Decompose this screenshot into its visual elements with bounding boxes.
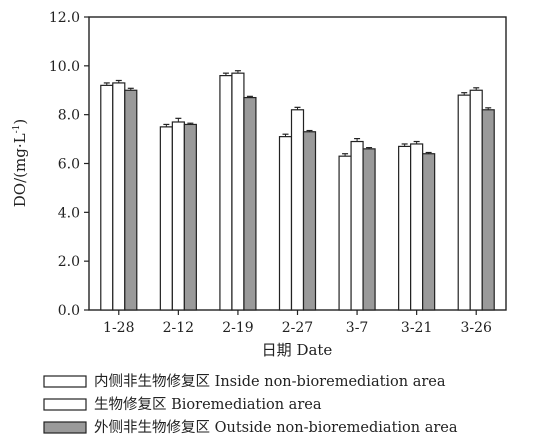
bar-series-1 [338, 155, 352, 311]
y-tick-label: 6.0 [58, 157, 80, 173]
bar-series-3 [362, 148, 376, 311]
bar-series-2 [410, 143, 424, 311]
bar-series-2 [231, 72, 245, 311]
bar-series-1 [398, 145, 412, 311]
x-tick-label: 3-21 [401, 320, 432, 336]
legend-label-1: 内侧非生物修复区 Inside non-bioremediation area [94, 372, 446, 390]
bar-series-3 [481, 109, 495, 311]
y-axis-ticks: 0.0 2.0 4.0 6.0 8.0 10.0 12.0 [49, 10, 89, 319]
x-tick-label: 1-28 [103, 320, 134, 336]
y-axis-label: DO/(mg·L-1) [11, 119, 29, 207]
bar-series-3 [183, 123, 197, 311]
bar-series-2 [112, 82, 126, 311]
x-tick-label: 2-27 [282, 320, 313, 336]
y-tick-label: 12.0 [49, 10, 80, 26]
x-tick-label: 3-26 [460, 320, 492, 336]
bar-series-3 [302, 131, 317, 311]
legend-label-2: 生物修复区 Bioremediation area [94, 395, 322, 413]
bar-series-3 [124, 89, 138, 311]
y-tick-label: 8.0 [58, 108, 80, 124]
x-tick-label: 3-7 [346, 320, 369, 336]
bar-series-1 [219, 74, 233, 311]
plot-area: 0.0 2.0 4.0 6.0 8.0 10.0 12.0 1-28 2-12 2-19 2-27… [49, 10, 507, 336]
bar-series-group [100, 70, 495, 311]
legend: 内侧非生物修复区 Inside non-bioremediation area 生… [43, 372, 458, 436]
bar-series-2 [290, 109, 305, 311]
legend-label-3: 外侧非生物修复区 Outside non-bioremediation area [94, 418, 458, 436]
x-tick-label: 2-12 [163, 320, 194, 336]
x-axis-label: 日期 Date [262, 341, 333, 359]
y-tick-label: 10.0 [49, 59, 80, 75]
bar-series-1 [457, 94, 471, 311]
bar-series-3 [243, 96, 257, 311]
bar-series-1 [159, 126, 173, 311]
y-tick-label: 2.0 [58, 254, 80, 270]
legend-swatch-2 [43, 398, 87, 411]
bar-series-2 [171, 121, 185, 311]
legend-swatch-3 [43, 421, 87, 434]
x-tick-label: 2-19 [222, 320, 253, 336]
x-axis-ticks: 1-28 2-12 2-19 2-27 3-7 3-21 3-26 [103, 310, 492, 336]
bar-series-3 [422, 153, 436, 311]
bar-series-1 [100, 84, 114, 311]
y-tick-label: 0.0 [58, 303, 80, 319]
y-tick-label: 4.0 [58, 205, 80, 221]
legend-swatch-1 [43, 375, 87, 388]
bar-series-1 [278, 136, 293, 311]
bar-series-2 [469, 89, 483, 311]
bar-series-2 [350, 140, 364, 311]
